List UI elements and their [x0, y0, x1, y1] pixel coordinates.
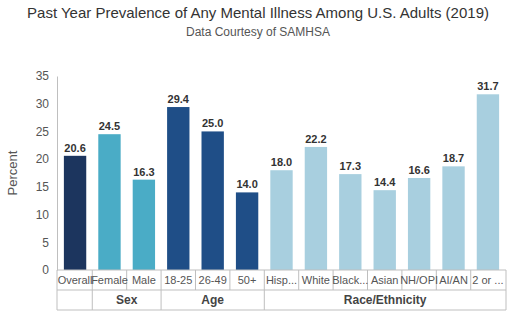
title: Past Year Prevalence of Any Mental Illne…: [27, 4, 489, 21]
y-tick-label: 35: [36, 69, 50, 83]
bar: [133, 180, 155, 270]
y-tick: 30: [36, 97, 57, 111]
group-label: Sex: [116, 293, 138, 307]
y-tick-label: 10: [36, 208, 50, 222]
bars: [64, 94, 499, 270]
x-tick-label: AI/AN: [439, 274, 468, 286]
bar: [408, 178, 430, 270]
y-tick-label: 5: [42, 236, 49, 250]
bar: [305, 147, 327, 270]
y-axis: 0 5 10 15 20 25 30 35: [36, 69, 58, 277]
data-label: 24.5: [99, 120, 120, 132]
x-tick-label: Female: [91, 274, 128, 286]
x-tick-label: 50+: [238, 274, 257, 286]
x-tick-label: Asian: [371, 274, 399, 286]
y-tick-label: 20: [36, 152, 50, 166]
bar: [477, 94, 499, 270]
data-label: 16.3: [133, 166, 154, 178]
x-tick-label: 2 or ...: [472, 274, 503, 286]
table-line: [92, 290, 93, 310]
subtitle: Data Courtesy of SAMHSA: [186, 25, 330, 39]
y-tick: 15: [36, 180, 57, 194]
y-tick: 5: [42, 236, 57, 250]
table-line: [161, 290, 162, 310]
group-label: Race/Ethnicity: [344, 293, 427, 307]
table-line: [57, 290, 506, 291]
bar: [98, 134, 120, 270]
y-axis-title: Percent: [5, 150, 20, 195]
data-label: 25.0: [202, 117, 223, 129]
x-tick-label: Hisp...: [266, 274, 297, 286]
bar: [64, 156, 86, 270]
table-line: [57, 290, 58, 310]
y-tick: 25: [36, 125, 57, 139]
x-tick-label: Black...: [332, 274, 368, 286]
bar: [236, 192, 258, 270]
table-line: [506, 290, 507, 310]
category-axis: Sex Age Race/Ethnicity OverallFemale Male 18-…: [57, 270, 506, 310]
table-line: [229, 270, 230, 290]
bar: [442, 166, 464, 270]
x-tick-label: 18-25: [164, 274, 192, 286]
data-label: 22.2: [305, 133, 326, 145]
y-tick-label: 25: [36, 125, 50, 139]
y-tick: 35: [36, 69, 57, 83]
table-line: [264, 290, 265, 310]
y-tick-label: 30: [36, 97, 50, 111]
x-tick-label: White: [302, 274, 330, 286]
table-line: [298, 270, 299, 290]
table-line: [195, 270, 196, 290]
bar: [374, 190, 396, 270]
y-tick-label: 15: [36, 180, 50, 194]
bar: [202, 131, 224, 270]
table-line: [161, 270, 162, 290]
data-label: 14.0: [236, 178, 257, 190]
x-tick-label: Male: [132, 274, 156, 286]
table-line: [506, 270, 507, 290]
table-line: [264, 270, 265, 290]
table-line: [470, 270, 471, 290]
y-tick-label: 0: [42, 263, 49, 277]
y-tick: 10: [36, 208, 57, 222]
table-line: [57, 310, 506, 311]
y-axis-line: [57, 77, 58, 271]
group-label: Age: [201, 293, 224, 307]
data-label: 20.6: [64, 142, 85, 154]
x-tick-label: NH/OPI: [400, 274, 438, 286]
data-label: 18.7: [443, 152, 464, 164]
data-label: 31.7: [477, 80, 498, 92]
x-tick-label: Overall: [58, 274, 93, 286]
bar: [270, 170, 292, 270]
chart: Past Year Prevalence of Any Mental Illne…: [0, 0, 516, 319]
x-tick-label: 26-49: [199, 274, 227, 286]
x-axis-line: [57, 270, 506, 271]
data-label: 17.3: [340, 160, 361, 172]
bar: [167, 107, 189, 270]
bar: [339, 174, 361, 270]
y-tick: 0: [42, 263, 57, 277]
data-labels: 20.6 24.5 16.3 29.4 25.0 14.0 18.0 22.2 17.3 14.4…: [64, 80, 498, 190]
data-label: 16.6: [408, 164, 429, 176]
data-label: 29.4: [168, 93, 190, 105]
y-tick: 20: [36, 152, 57, 166]
data-label: 18.0: [271, 156, 292, 168]
data-label: 14.4: [374, 176, 396, 188]
